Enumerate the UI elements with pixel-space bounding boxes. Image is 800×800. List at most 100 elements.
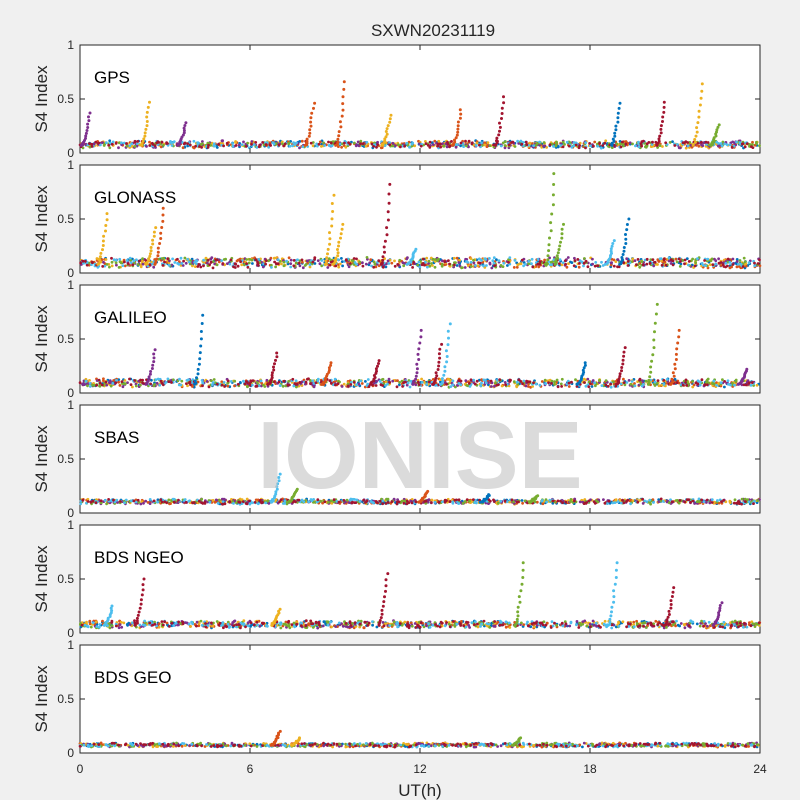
data-point (121, 264, 125, 267)
data-point (475, 141, 479, 145)
data-point (339, 236, 342, 240)
data-point (565, 140, 569, 144)
data-point (256, 260, 259, 264)
data-point (166, 257, 170, 261)
data-point (257, 264, 260, 267)
data-point (616, 265, 619, 269)
data-point (198, 145, 201, 148)
data-point (186, 257, 190, 261)
data-point (521, 382, 524, 386)
data-point (305, 137, 309, 141)
data-point (484, 381, 488, 385)
data-point (663, 260, 667, 264)
data-point (170, 144, 174, 147)
data-point (311, 379, 315, 383)
data-point (662, 378, 666, 382)
data-point (740, 502, 743, 506)
data-point (261, 265, 265, 269)
data-point (464, 257, 467, 261)
data-point (538, 140, 541, 144)
data-point (107, 143, 111, 147)
data-point (697, 115, 701, 119)
data-point (255, 381, 259, 384)
data-point (151, 262, 154, 266)
data-point (550, 263, 553, 267)
data-point (258, 143, 262, 147)
data-point (122, 141, 126, 145)
data-point (142, 501, 145, 505)
data-point (544, 382, 548, 385)
data-point (659, 257, 663, 261)
data-point (662, 383, 666, 386)
data-point (220, 259, 224, 262)
data-point (101, 248, 104, 252)
data-point (239, 260, 243, 264)
data-point (313, 258, 316, 261)
data-point (558, 258, 562, 262)
data-point (650, 359, 654, 363)
data-point (236, 383, 240, 386)
data-point (277, 380, 281, 384)
data-point (340, 227, 344, 231)
data-point (500, 384, 504, 388)
data-point (250, 142, 253, 146)
data-point (729, 501, 732, 504)
data-point (627, 379, 631, 382)
data-point (520, 142, 524, 146)
data-point (323, 144, 326, 147)
data-point (420, 263, 424, 267)
data-point (673, 144, 677, 147)
data-point (340, 260, 344, 263)
data-point (626, 264, 630, 267)
data-point (645, 262, 649, 266)
data-point (313, 262, 317, 265)
data-point (454, 385, 457, 389)
data-point (700, 498, 703, 502)
data-point (98, 384, 101, 388)
data-point (366, 378, 370, 381)
data-point (391, 144, 395, 148)
data-points (78, 302, 761, 389)
data-point (694, 381, 698, 385)
data-point (205, 380, 209, 383)
data-point (555, 378, 559, 382)
data-point (384, 130, 388, 133)
data-point (79, 502, 83, 506)
data-point (337, 240, 341, 244)
data-point (391, 141, 395, 145)
data-point (717, 142, 720, 145)
data-point (148, 144, 152, 147)
data-point (731, 257, 735, 261)
data-point (196, 142, 200, 145)
data-point (696, 121, 700, 125)
data-point (144, 127, 148, 131)
data-point (388, 143, 392, 147)
data-point (377, 259, 381, 263)
data-point (265, 378, 269, 382)
data-point (669, 262, 673, 265)
data-point (182, 142, 186, 146)
data-point (751, 381, 754, 384)
data-point (215, 382, 219, 386)
data-point (683, 500, 687, 504)
data-point (287, 380, 290, 383)
data-point (155, 381, 159, 385)
data-point (125, 144, 129, 148)
data-point (135, 142, 139, 146)
data-point (315, 142, 319, 146)
data-point (751, 143, 754, 147)
data-point (105, 218, 109, 222)
data-point (531, 265, 535, 269)
data-point (397, 143, 400, 147)
data-point (97, 141, 101, 145)
data-point (583, 381, 586, 384)
data-point (143, 134, 147, 138)
data-point (723, 142, 727, 146)
data-point (582, 366, 586, 370)
data-point (657, 384, 661, 388)
data-point (651, 353, 655, 357)
data-point (250, 140, 254, 143)
data-point (444, 349, 448, 353)
data-point (414, 383, 418, 387)
data-point (221, 262, 225, 265)
